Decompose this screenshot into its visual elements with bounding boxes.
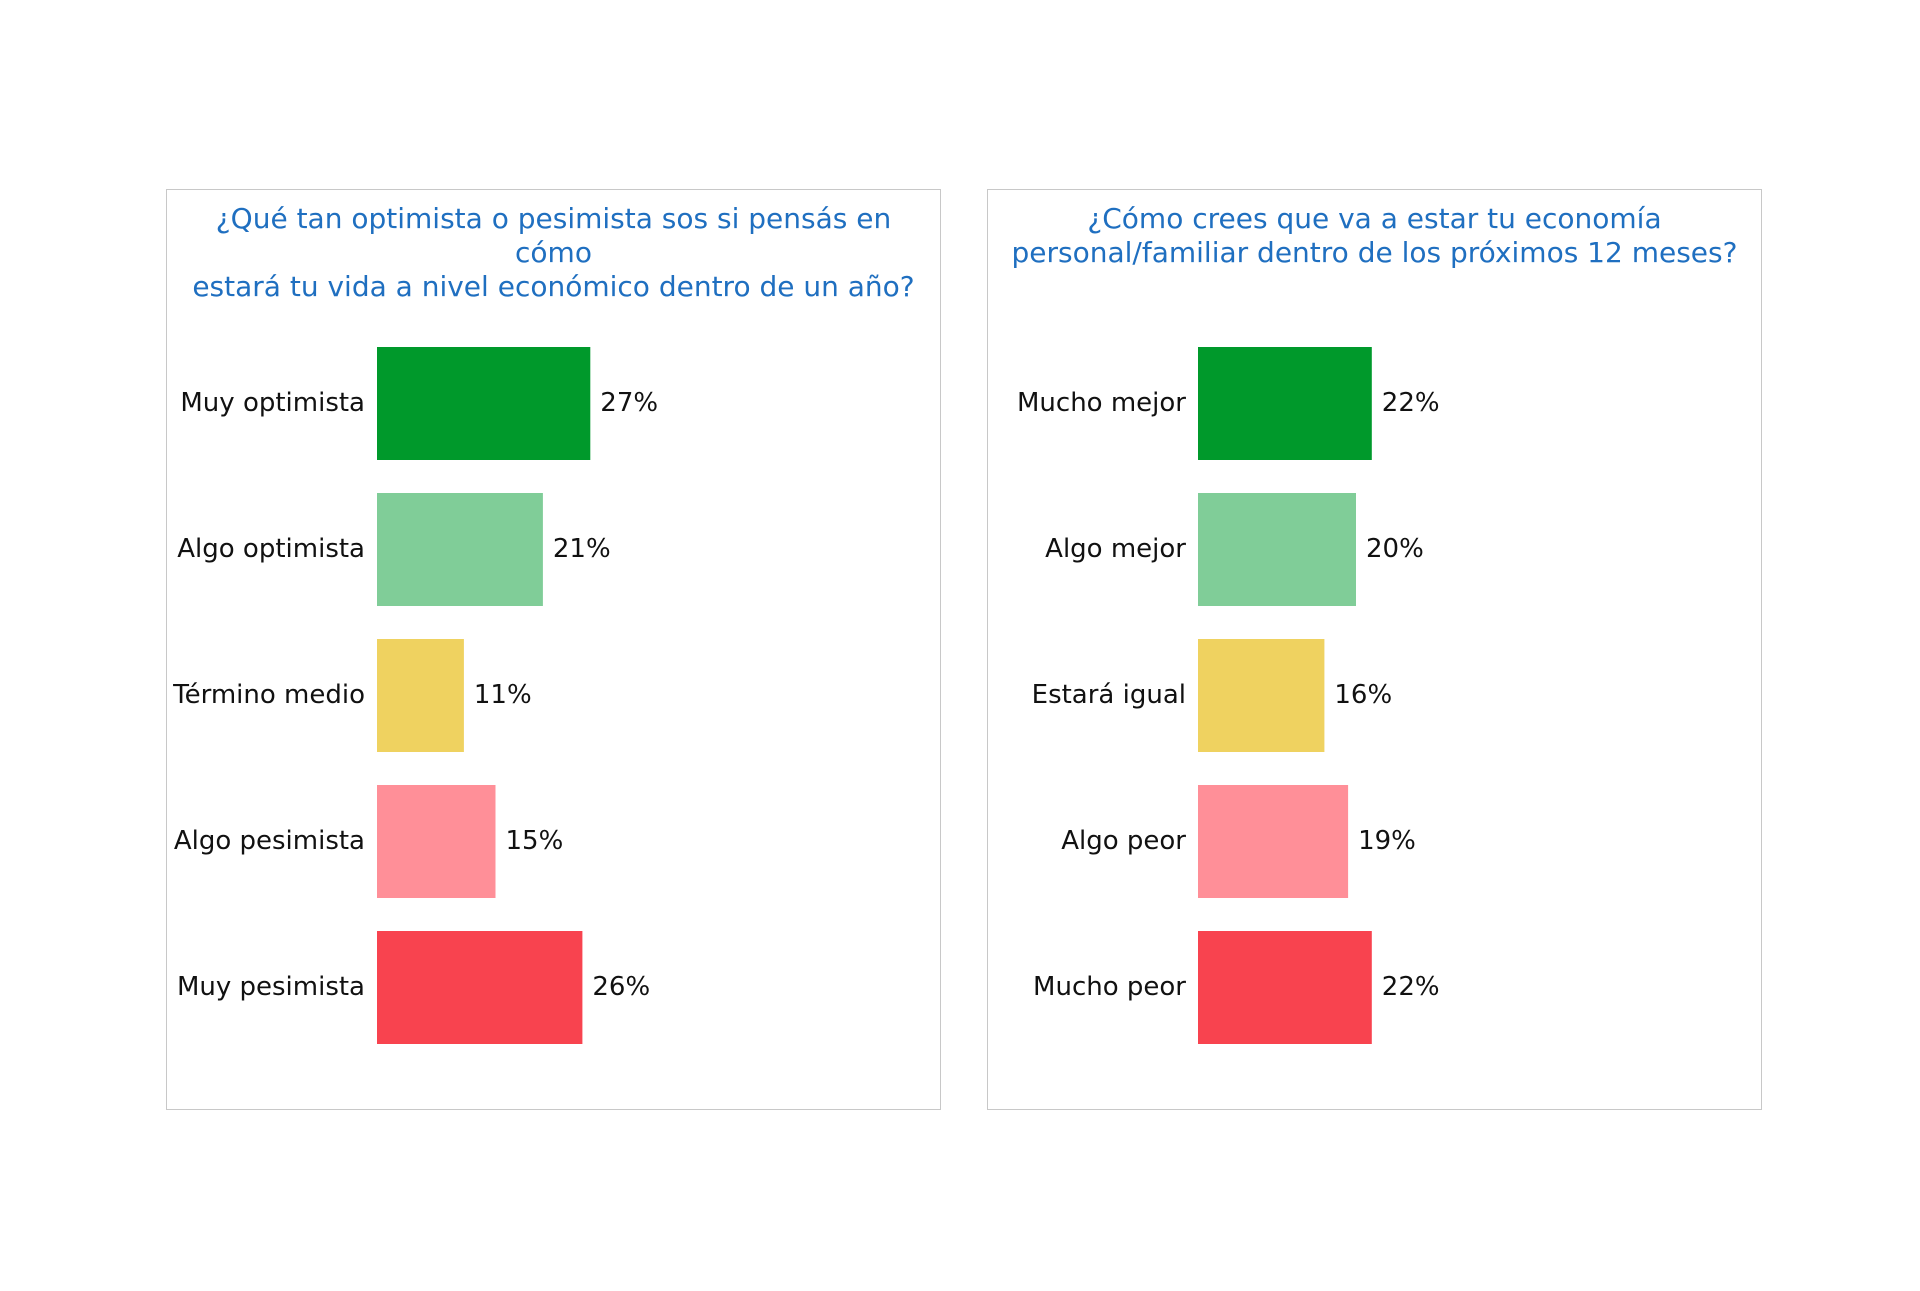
- category-label-1: Muy optimista: [180, 388, 365, 418]
- left-bar-chart: Muy optimista 27% Algo optimista 21% Término…: [172, 347, 658, 1044]
- category-label-1: Mucho mejor: [1017, 388, 1186, 418]
- bar-1: [377, 347, 591, 460]
- data-label-3: 11%: [474, 680, 532, 710]
- category-label-4: Algo peor: [1061, 826, 1186, 856]
- data-label-2: 21%: [553, 534, 611, 564]
- data-label-3: 16%: [1334, 680, 1392, 710]
- bar-5: [377, 931, 583, 1044]
- chart-title-line-1: ¿Qué tan optimista o pesimista sos si pe…: [215, 202, 892, 269]
- bar-4: [377, 785, 496, 898]
- data-label-1: 27%: [600, 388, 658, 418]
- bar-1: [1198, 347, 1372, 460]
- data-label-5: 26%: [592, 972, 650, 1002]
- chart-title-line-2: estará tu vida a nivel económico dentro …: [192, 270, 915, 303]
- category-label-3: Término medio: [172, 680, 365, 710]
- bar-3: [1198, 639, 1325, 752]
- bar-4: [1198, 785, 1349, 898]
- category-label-5: Muy pesimista: [177, 972, 365, 1002]
- chart-title: ¿Qué tan optimista o pesimista sos si pe…: [177, 202, 930, 304]
- category-label-2: Algo optimista: [177, 534, 365, 564]
- bar-2: [1198, 493, 1356, 606]
- bar-2: [377, 493, 543, 606]
- category-label-4: Algo pesimista: [174, 826, 365, 856]
- chart-title-line-1: ¿Cómo crees que va a estar tu economía: [1087, 202, 1662, 235]
- left-chart-panel: ¿Qué tan optimista o pesimista sos si pe…: [166, 189, 941, 1110]
- bar-5: [1198, 931, 1372, 1044]
- category-label-5: Mucho peor: [1033, 972, 1186, 1002]
- category-label-3: Estará igual: [1032, 680, 1186, 710]
- data-label-4: 19%: [1358, 826, 1416, 856]
- category-label-2: Algo mejor: [1045, 534, 1186, 564]
- data-label-5: 22%: [1382, 972, 1440, 1002]
- right-bar-chart: Mucho mejor 22% Algo mejor 20% Estará igual 1…: [1017, 347, 1440, 1044]
- bar-3: [377, 639, 464, 752]
- chart-title-line-2: personal/familiar dentro de los próximos…: [1011, 236, 1738, 269]
- right-chart-panel: ¿Cómo crees que va a estar tu economía p…: [987, 189, 1762, 1110]
- data-label-4: 15%: [506, 826, 564, 856]
- data-label-2: 20%: [1366, 534, 1424, 564]
- data-label-1: 22%: [1382, 388, 1440, 418]
- chart-title: ¿Cómo crees que va a estar tu economía p…: [998, 202, 1751, 270]
